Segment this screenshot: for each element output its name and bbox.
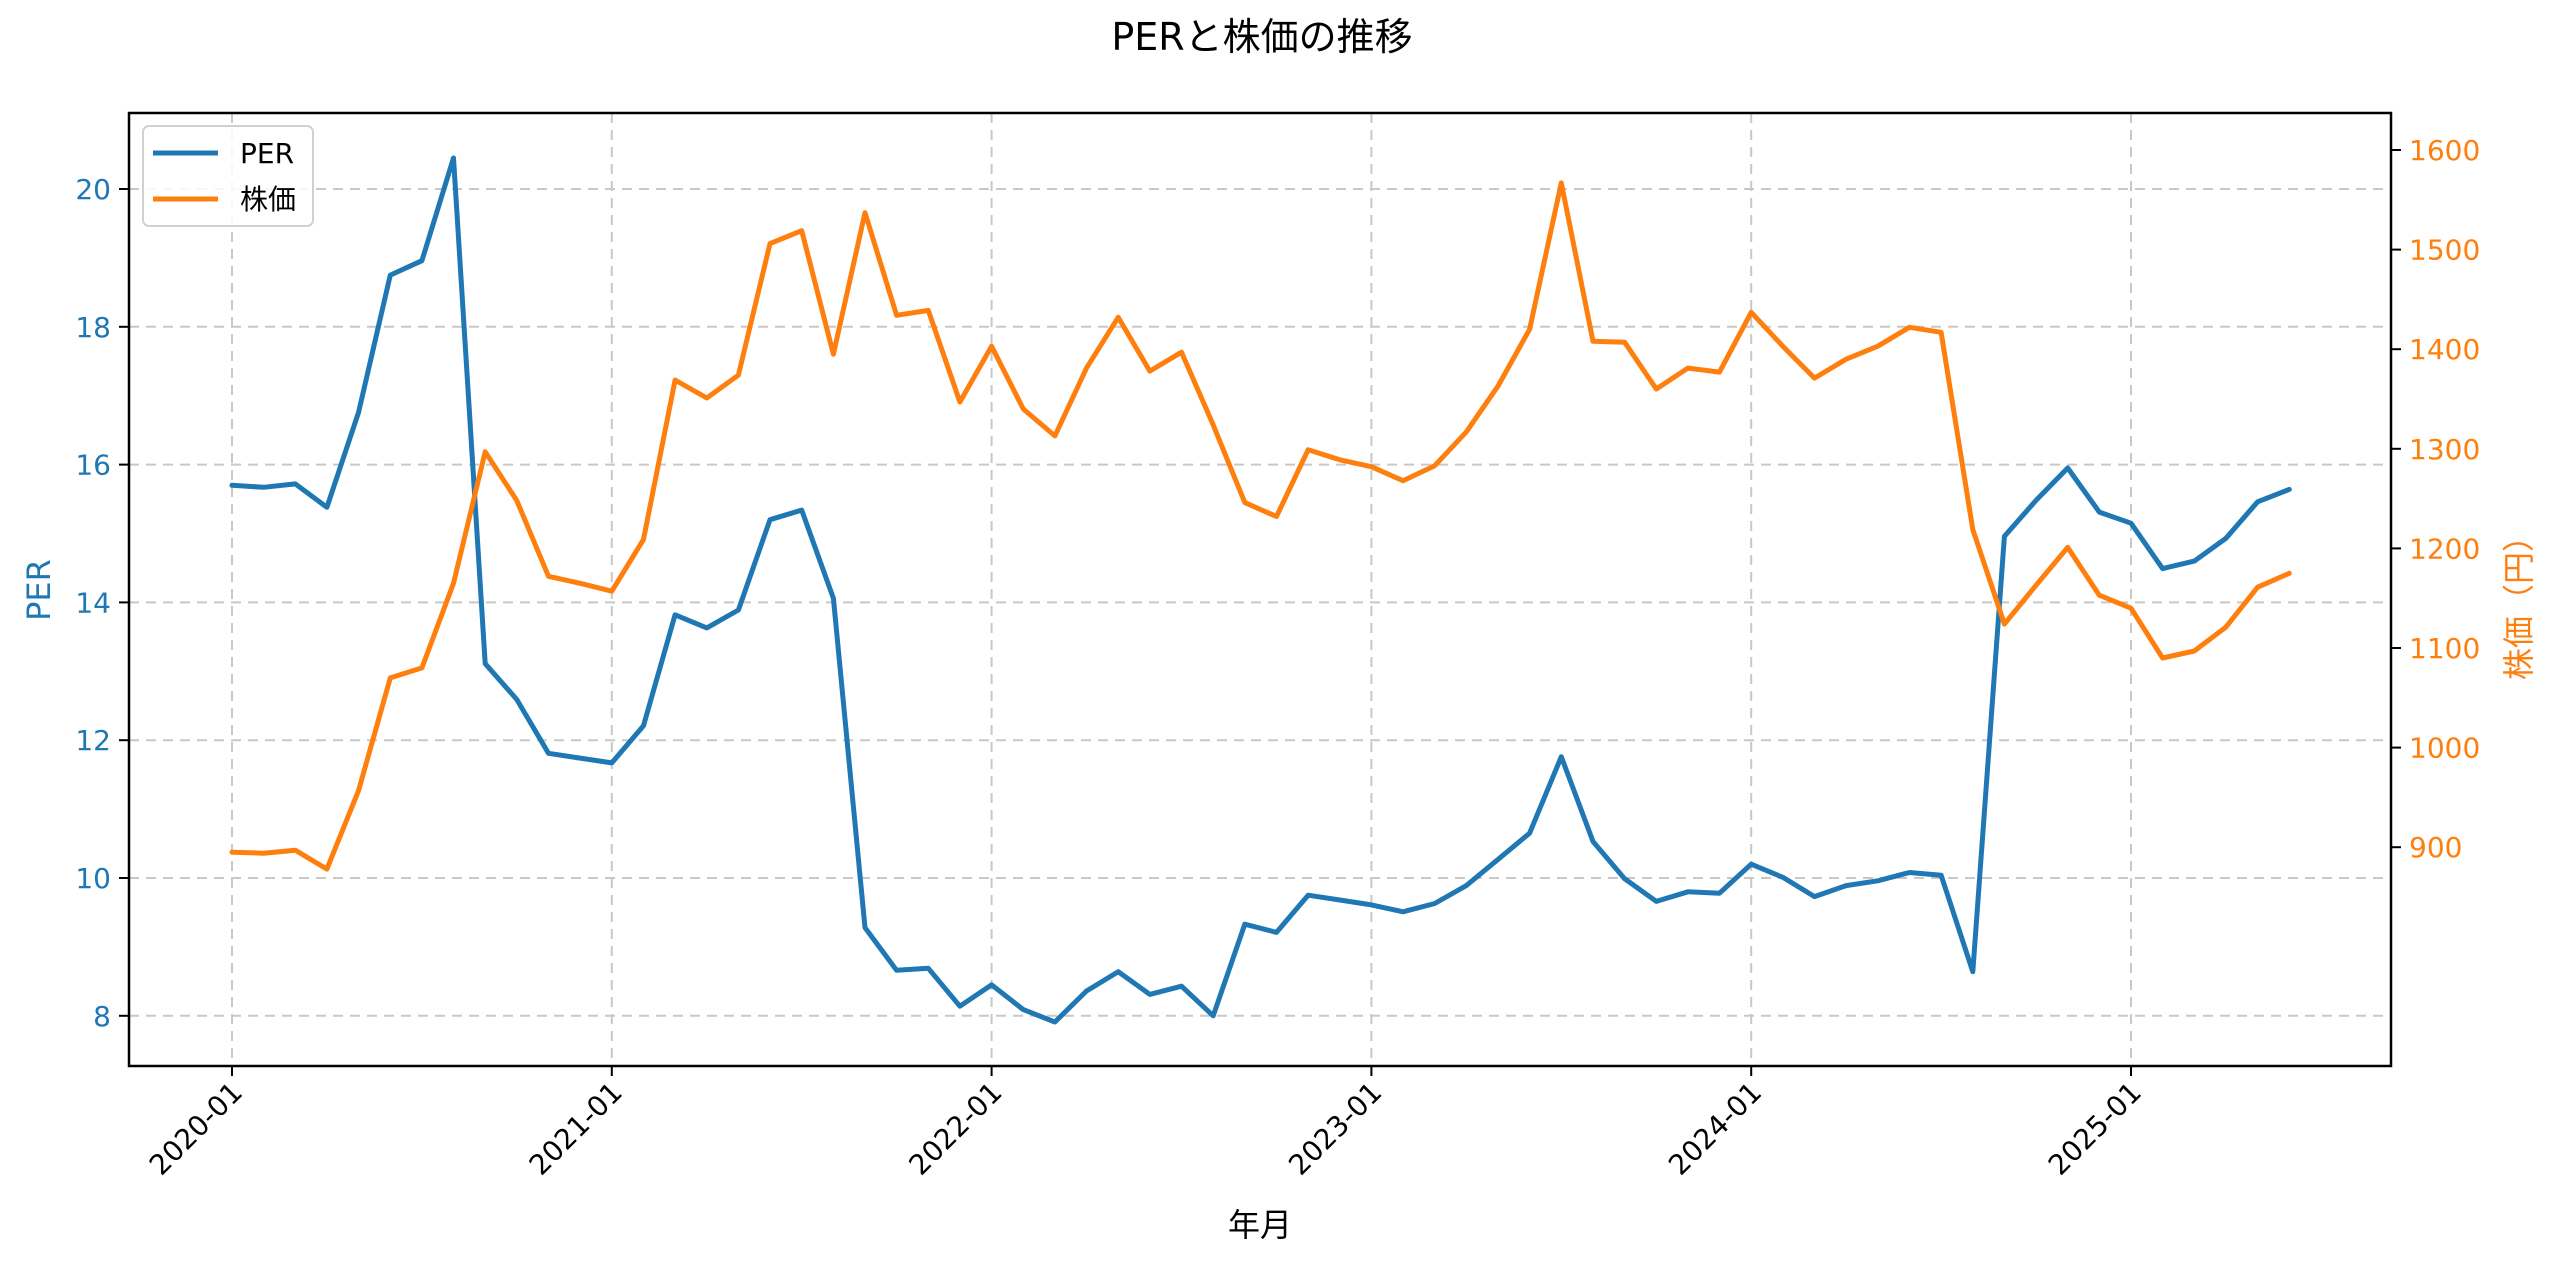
per-line bbox=[229, 155, 2292, 1025]
y-tick-label-right: 1000 bbox=[2409, 732, 2480, 765]
y-tick-label-left: 8 bbox=[93, 1000, 111, 1033]
left-axis-ticks: 8 10 12 14 16 18 20 bbox=[75, 173, 129, 1033]
right-axis-ticks: 900 1000 1100 1200 1300 1400 1500 1600 bbox=[2391, 134, 2480, 864]
x-tick-label: 2022-01 bbox=[902, 1076, 1008, 1182]
y-axis-label-right: 株価（円） bbox=[2500, 520, 2538, 680]
x-axis-label: 年月 bbox=[1228, 1206, 1292, 1244]
price-line bbox=[229, 180, 2292, 872]
legend-label-per: PER bbox=[240, 137, 294, 170]
y-tick-label-right: 1200 bbox=[2409, 532, 2480, 565]
y-tick-label-right: 1100 bbox=[2409, 632, 2480, 665]
x-tick-label: 2021-01 bbox=[523, 1076, 629, 1182]
y-tick-label-left: 14 bbox=[75, 586, 111, 619]
legend-label-price: 株価 bbox=[240, 183, 296, 216]
y-tick-label-right: 1600 bbox=[2409, 134, 2480, 167]
y-tick-label-left: 18 bbox=[75, 311, 111, 344]
y-tick-label-right: 900 bbox=[2409, 831, 2462, 864]
series-layer bbox=[229, 155, 2292, 1025]
plot-frame bbox=[127, 111, 2393, 1068]
grid-lines bbox=[129, 113, 2391, 1066]
x-tick-label: 2025-01 bbox=[2042, 1076, 2148, 1182]
y-tick-label-right: 1300 bbox=[2409, 433, 2480, 466]
legend: PER 株価 bbox=[142, 125, 314, 227]
x-tick-label: 2023-01 bbox=[1282, 1076, 1388, 1182]
x-tick-label: 2020-01 bbox=[143, 1076, 249, 1182]
chart-title: PERと株価の推移 bbox=[1111, 15, 1412, 59]
y-tick-label-left: 20 bbox=[75, 173, 111, 206]
y-tick-label-left: 12 bbox=[75, 724, 111, 757]
x-axis-ticks: 2020-01 2021-01 2022-01 2023-01 2024-01 2025-… bbox=[143, 1066, 2148, 1182]
y-axis-label-left: PER bbox=[20, 559, 58, 621]
x-tick-label: 2024-01 bbox=[1662, 1076, 1768, 1182]
y-tick-label-right: 1500 bbox=[2409, 234, 2480, 267]
y-tick-label-right: 1400 bbox=[2409, 333, 2480, 366]
y-tick-label-left: 10 bbox=[75, 862, 111, 895]
y-tick-label-left: 16 bbox=[75, 449, 111, 482]
